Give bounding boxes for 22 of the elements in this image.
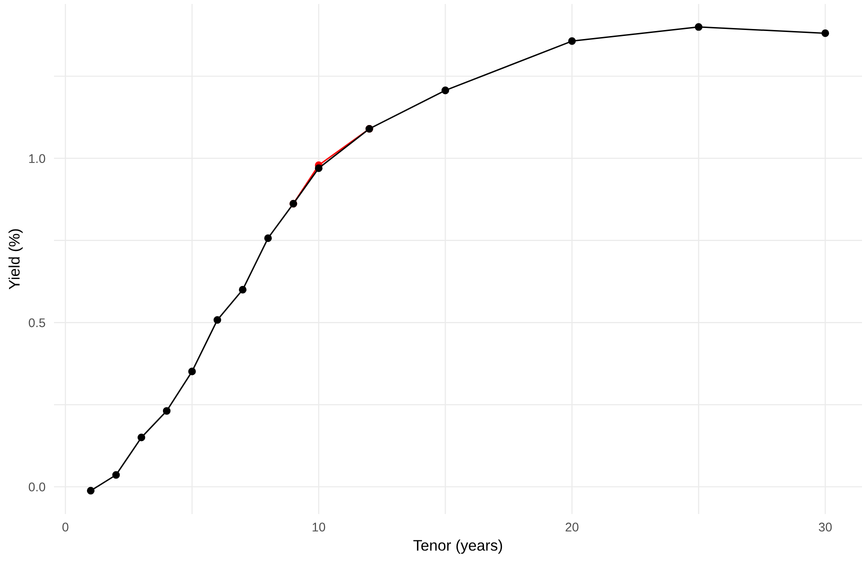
- x-tick-label: 0: [62, 522, 68, 532]
- point: [86, 486, 95, 495]
- point: [264, 234, 272, 242]
- x-tick-label: 20: [566, 522, 578, 532]
- point: [568, 37, 576, 45]
- point: [442, 86, 450, 94]
- point: [314, 164, 323, 172]
- point: [138, 434, 146, 442]
- point: [188, 368, 196, 376]
- point: [214, 316, 222, 324]
- point: [694, 23, 702, 31]
- x-axis-title: Tenor (years): [413, 540, 502, 554]
- point: [112, 471, 120, 479]
- point: [821, 29, 830, 38]
- y-tick-label: 0.0: [28, 482, 46, 492]
- y-tick-label: 0.5: [28, 318, 46, 328]
- y-tick-label: 1.0: [29, 154, 46, 163]
- point: [238, 286, 247, 294]
- x-tick-label: 10: [312, 522, 326, 532]
- y-axis-title: Yield (%): [8, 229, 23, 290]
- point: [162, 407, 171, 415]
- x-tick-label: 30: [818, 522, 832, 532]
